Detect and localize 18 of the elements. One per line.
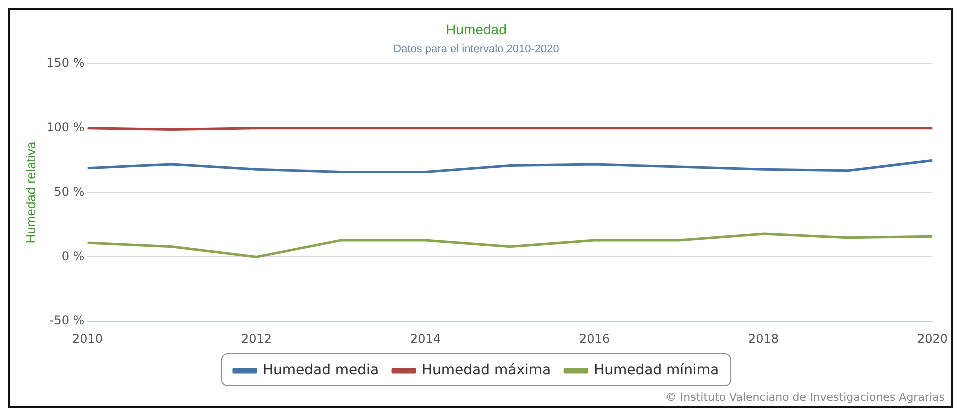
- x-tick-label: 2018: [748, 332, 779, 346]
- legend-label: Humedad máxima: [422, 362, 552, 379]
- x-tick-label: 2012: [241, 332, 272, 346]
- text: © Instituto Valenciano de Investigaciones Agrarias: [666, 391, 945, 404]
- y-tick-label: -50 %: [50, 314, 85, 328]
- y-tick-label: 100 %: [46, 120, 85, 135]
- y-tick-label: 50 %: [54, 184, 85, 199]
- x-tick-label: 2020: [917, 332, 948, 346]
- legend-label: Humedad mínima: [594, 362, 720, 379]
- legend-label: Humedad media: [262, 362, 380, 379]
- y-tick-label: 150 %: [46, 56, 85, 70]
- x-tick-label: 2014: [410, 332, 441, 346]
- y-tick-label: 0 %: [62, 249, 85, 264]
- x-tick-label: 2010: [72, 332, 103, 346]
- y-axis-title: Humedad relativa: [23, 141, 38, 244]
- chart-title: Humedad: [446, 21, 507, 38]
- x-tick-label: 2016: [579, 332, 610, 346]
- chart-subtitle: Datos para el intervalo 2010-2020: [394, 43, 560, 56]
